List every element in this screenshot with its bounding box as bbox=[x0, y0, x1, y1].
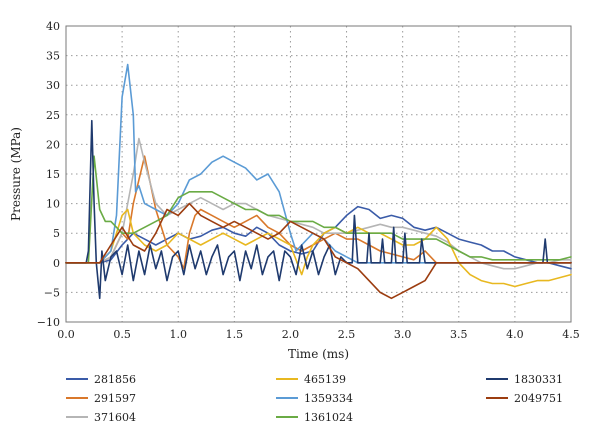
x-tick-labels: 0.0 0.5 1.0 1.5 2.0 2.5 3.0 3.5 4.0 4.5 bbox=[57, 328, 580, 341]
series-line-1361024 bbox=[65, 155, 572, 264]
x-tick-label: 3.0 bbox=[394, 328, 412, 341]
series-lines bbox=[65, 63, 572, 300]
y-tick-label: 5 bbox=[53, 227, 60, 240]
y-tick-label: 25 bbox=[46, 109, 60, 122]
x-tick-label: 0.0 bbox=[57, 328, 75, 341]
legend-item-291597: 291597 bbox=[66, 392, 136, 405]
y-tick-label: 30 bbox=[46, 79, 60, 92]
series-line-465139 bbox=[65, 208, 572, 288]
y-tick-label: −5 bbox=[44, 286, 60, 299]
y-tick-label: 35 bbox=[46, 50, 60, 63]
y-tick-label: 15 bbox=[46, 168, 60, 181]
x-tick-label: 0.5 bbox=[113, 328, 131, 341]
legend-label: 465139 bbox=[304, 373, 346, 386]
x-tick-label: 1.5 bbox=[226, 328, 244, 341]
legend-item-281856: 281856 bbox=[66, 373, 136, 386]
y-tick-label: 40 bbox=[46, 20, 60, 33]
y-axis-label: Pressure (MPa) bbox=[9, 127, 23, 221]
legend-item-371604: 371604 bbox=[66, 411, 136, 424]
x-tick-label: 1.0 bbox=[169, 328, 187, 341]
x-tick-label: 3.5 bbox=[450, 328, 468, 341]
y-tick-label: 10 bbox=[46, 198, 60, 211]
x-axis-label: Time (ms) bbox=[288, 347, 349, 361]
x-tick-label: 2.5 bbox=[338, 328, 356, 341]
series-line-2049751 bbox=[65, 202, 572, 300]
x-tick-label: 2.0 bbox=[282, 328, 300, 341]
legend-label: 291597 bbox=[94, 392, 136, 405]
y-tick-labels: −10 −5 0 5 10 15 20 25 30 35 40 bbox=[37, 20, 60, 329]
y-tick-label: 0 bbox=[53, 257, 60, 270]
plot-frame bbox=[65, 25, 572, 323]
legend-item-1361024: 1361024 bbox=[276, 411, 353, 424]
legend-item-1830331: 1830331 bbox=[486, 373, 563, 386]
series-line-291597 bbox=[65, 155, 572, 270]
legend-label: 371604 bbox=[94, 411, 136, 424]
x-tick-label: 4.0 bbox=[506, 328, 524, 341]
axes bbox=[65, 25, 572, 323]
x-tick-label: 4.5 bbox=[562, 328, 580, 341]
legend-item-1359334: 1359334 bbox=[276, 392, 353, 405]
legend-item-2049751: 2049751 bbox=[486, 392, 563, 405]
y-tick-label: 20 bbox=[46, 138, 60, 151]
legend-label: 2049751 bbox=[514, 392, 563, 405]
series-line-1830331 bbox=[65, 119, 572, 300]
legend-label: 1359334 bbox=[304, 392, 353, 405]
grid bbox=[66, 26, 571, 322]
legend-label: 281856 bbox=[94, 373, 136, 386]
legend: 281856 291597 371604 465139 1359334 1361024 18… bbox=[66, 373, 563, 424]
y-tick-label: −10 bbox=[37, 316, 60, 329]
legend-label: 1830331 bbox=[514, 373, 563, 386]
legend-item-465139: 465139 bbox=[276, 373, 346, 386]
legend-label: 1361024 bbox=[304, 411, 353, 424]
